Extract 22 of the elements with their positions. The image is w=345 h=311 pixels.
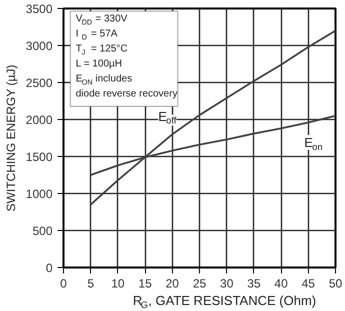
y-tick-label: 2000 — [26, 113, 53, 127]
x-tick-label: 5 — [87, 276, 94, 290]
y-tick-label: 1000 — [26, 187, 53, 201]
x-tick-label: 45 — [302, 276, 316, 290]
annotation: diode reverse recovery — [76, 88, 178, 100]
y-tick-label: 1500 — [26, 150, 53, 164]
y-tick-label: 2500 — [26, 76, 53, 90]
y-tick-label: 3000 — [26, 39, 53, 53]
y-tick-label: 500 — [32, 224, 53, 238]
y-tick-label: 3500 — [26, 2, 53, 16]
x-tick-label: 35 — [247, 276, 261, 290]
x-tick-label: 0 — [60, 276, 68, 290]
x-tick-label: 20 — [166, 276, 180, 290]
x-tick-label: 25 — [192, 276, 206, 290]
x-tick-label: 15 — [138, 276, 152, 290]
y-axis-title: SWITCHING ENERGY (µJ) — [4, 64, 18, 212]
annotation: L = 100µH — [76, 58, 122, 70]
x-tick-label: 50 — [328, 276, 342, 290]
x-tick-label: 10 — [111, 276, 125, 290]
x-tick-label: 30 — [220, 276, 234, 290]
y-tick-label: 0 — [46, 261, 53, 275]
x-tick-label: 40 — [274, 276, 288, 290]
